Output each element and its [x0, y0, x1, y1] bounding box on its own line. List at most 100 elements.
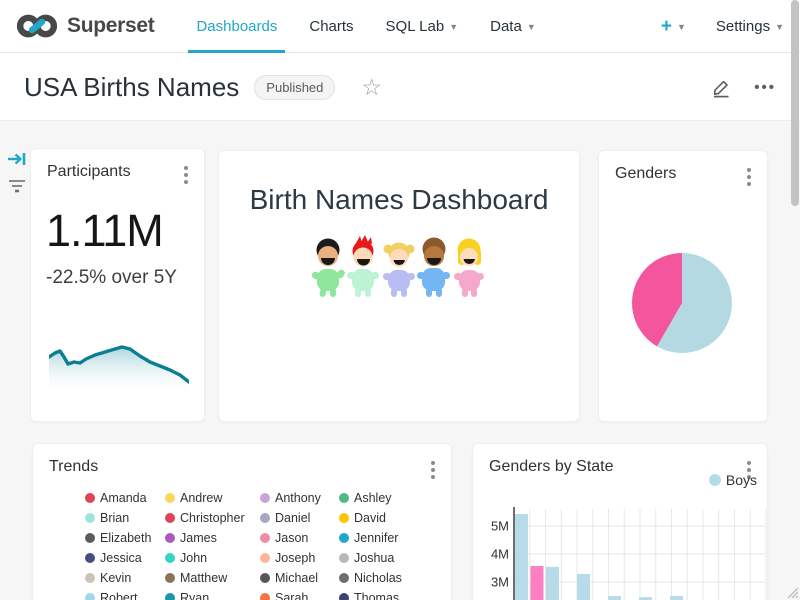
legend-label: Joseph: [275, 551, 315, 565]
participants-card: Participants 1.11M -22.5% over 5Y: [30, 148, 205, 422]
legend-item-anthony[interactable]: Anthony: [260, 488, 339, 508]
trends-card: Trends Amanda Andrew Anthony Ashley Brian Chr…: [32, 443, 452, 600]
legend-item-ashley[interactable]: Ashley: [339, 488, 402, 508]
kids-illustration: [310, 235, 490, 299]
legend-item-christopher[interactable]: Christopher: [165, 508, 260, 528]
legend-label: Ashley: [354, 491, 392, 505]
legend-item-elizabeth[interactable]: Elizabeth: [85, 528, 165, 548]
legend-dot: [85, 533, 95, 543]
legend-item-robert[interactable]: Robert: [85, 588, 165, 600]
legend-dot: [339, 513, 349, 523]
chevron-down-icon: ▼: [527, 22, 536, 32]
genders-by-state-bar-chart: 5M4M3M: [481, 501, 769, 600]
navbar: Superset Dashboards Charts SQL Lab▼ Data▼ +…: [0, 0, 800, 53]
legend-label: Kevin: [100, 571, 131, 585]
legend-label: Robert: [100, 591, 138, 600]
legend-dot: [165, 553, 175, 563]
header-actions: •••: [711, 77, 776, 98]
nav-right: + ▼ Settings ▼: [661, 17, 784, 36]
legend-item-ryan[interactable]: Ryan: [165, 588, 260, 600]
legend-item-matthew[interactable]: Matthew: [165, 568, 260, 588]
legend-item-john[interactable]: John: [165, 548, 260, 568]
legend-label: Christopher: [180, 511, 245, 525]
legend-label: Amanda: [100, 491, 147, 505]
legend-item-david[interactable]: David: [339, 508, 402, 528]
legend-item-nicholas[interactable]: Nicholas: [339, 568, 402, 588]
legend-dot: [85, 573, 95, 583]
settings-menu[interactable]: Settings ▼: [716, 18, 784, 35]
legend-label: James: [180, 531, 217, 545]
legend-label: Michael: [275, 571, 318, 585]
legend-label: John: [180, 551, 207, 565]
chevron-down-icon: ▼: [775, 22, 784, 32]
legend-label: Andrew: [180, 491, 222, 505]
legend-item-boys[interactable]: Boys: [709, 470, 757, 490]
markdown-heading: Birth Names Dashboard: [219, 184, 579, 216]
card-title: Genders: [615, 165, 676, 183]
brand-name: Superset: [67, 14, 154, 38]
legend-item-jason[interactable]: Jason: [260, 528, 339, 548]
legend-item-brian[interactable]: Brian: [85, 508, 165, 528]
legend-label: Ryan: [180, 591, 209, 600]
markdown-card: Birth Names Dashboard: [218, 150, 580, 422]
expand-filter-bar-icon[interactable]: [7, 150, 27, 168]
svg-text:4M: 4M: [491, 547, 509, 562]
legend-label: Jennifer: [354, 531, 398, 545]
nav-item-sql-lab[interactable]: SQL Lab▼: [378, 0, 467, 53]
settings-label: Settings: [716, 18, 770, 35]
legend-item-daniel[interactable]: Daniel: [260, 508, 339, 528]
new-button[interactable]: + ▼: [661, 17, 686, 36]
edit-icon[interactable]: [711, 77, 732, 98]
superset-logo[interactable]: Superset: [16, 12, 154, 40]
legend-label: David: [354, 511, 386, 525]
nav-item-charts[interactable]: Charts: [301, 0, 361, 53]
genders-card: Genders: [598, 150, 768, 422]
big-number-delta: -22.5% over 5Y: [46, 267, 177, 289]
legend-label: Brian: [100, 511, 129, 525]
trends-legend: Amanda Andrew Anthony Ashley Brian Christophe…: [85, 488, 402, 600]
legend-item-jennifer[interactable]: Jennifer: [339, 528, 402, 548]
kebab-menu-icon[interactable]: [182, 164, 190, 186]
published-badge[interactable]: Published: [254, 75, 335, 100]
legend-item-kevin[interactable]: Kevin: [85, 568, 165, 588]
legend-label: Matthew: [180, 571, 227, 585]
more-icon[interactable]: •••: [754, 79, 776, 96]
legend-label: Jason: [275, 531, 308, 545]
legend-dot: [85, 513, 95, 523]
legend-dot: [339, 493, 349, 503]
legend-item-andrew[interactable]: Andrew: [165, 488, 260, 508]
resize-handle[interactable]: [784, 584, 798, 598]
card-title: Trends: [49, 458, 98, 476]
chevron-down-icon: ▼: [449, 22, 458, 32]
legend-label: Joshua: [354, 551, 394, 565]
legend-item-amanda[interactable]: Amanda: [85, 488, 165, 508]
legend-item-joshua[interactable]: Joshua: [339, 548, 402, 568]
legend-item-sarah[interactable]: Sarah: [260, 588, 339, 600]
legend-dot: [260, 573, 270, 583]
legend-label: Daniel: [275, 511, 310, 525]
legend-label: Nicholas: [354, 571, 402, 585]
legend-item-michael[interactable]: Michael: [260, 568, 339, 588]
page-title: USA Births Names: [24, 72, 239, 103]
legend-dot: [165, 533, 175, 543]
nav-items: Dashboards Charts SQL Lab▼ Data▼: [180, 0, 551, 53]
kebab-menu-icon[interactable]: [745, 166, 753, 188]
favorite-star-icon[interactable]: ☆: [361, 76, 382, 99]
kebab-menu-icon[interactable]: [429, 459, 437, 481]
legend-item-jessica[interactable]: Jessica: [85, 548, 165, 568]
legend-dot: [260, 593, 270, 600]
legend-dot: [709, 474, 721, 486]
legend-item-joseph[interactable]: Joseph: [260, 548, 339, 568]
legend-dot: [260, 513, 270, 523]
legend-dot: [85, 553, 95, 563]
legend-label: Anthony: [275, 491, 321, 505]
filter-icon[interactable]: [7, 178, 27, 194]
scrollbar-thumb[interactable]: [791, 0, 799, 206]
genders-by-state-card: Genders by State Boys 5M4M3M: [472, 443, 768, 600]
infinity-logo-icon: [16, 12, 58, 40]
legend-item-james[interactable]: James: [165, 528, 260, 548]
legend-item-thomas[interactable]: Thomas: [339, 588, 402, 600]
superset-app: Superset Dashboards Charts SQL Lab▼ Data▼ +…: [0, 0, 800, 600]
nav-item-dashboards[interactable]: Dashboards: [188, 0, 285, 53]
nav-item-data[interactable]: Data▼: [482, 0, 544, 53]
